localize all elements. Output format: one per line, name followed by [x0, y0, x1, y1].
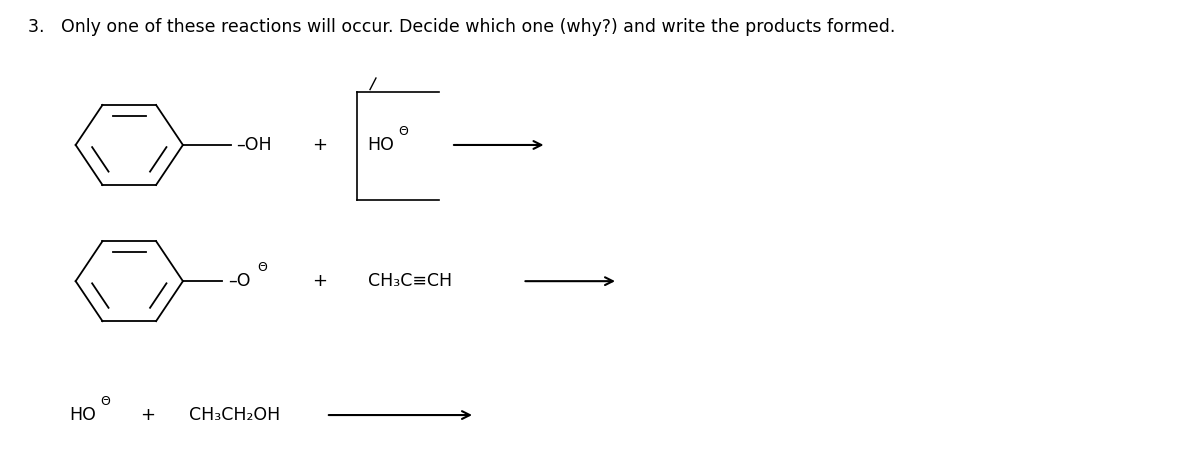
Text: HO: HO [70, 406, 96, 424]
Text: CH₃CH₂OH: CH₃CH₂OH [188, 406, 280, 424]
Text: HO: HO [367, 136, 395, 154]
Text: Θ: Θ [398, 125, 408, 138]
Text: +: + [139, 406, 155, 424]
Text: Θ: Θ [101, 395, 110, 407]
Text: –OH: –OH [236, 136, 272, 154]
Text: –O: –O [228, 272, 251, 290]
Text: 3.   Only one of these reactions will occur. Decide which one (why?) and write t: 3. Only one of these reactions will occu… [28, 18, 895, 36]
Text: +: + [312, 272, 328, 290]
Text: CH₃C≡CH: CH₃C≡CH [367, 272, 451, 290]
Text: Θ: Θ [257, 261, 266, 274]
Text: +: + [312, 136, 328, 154]
